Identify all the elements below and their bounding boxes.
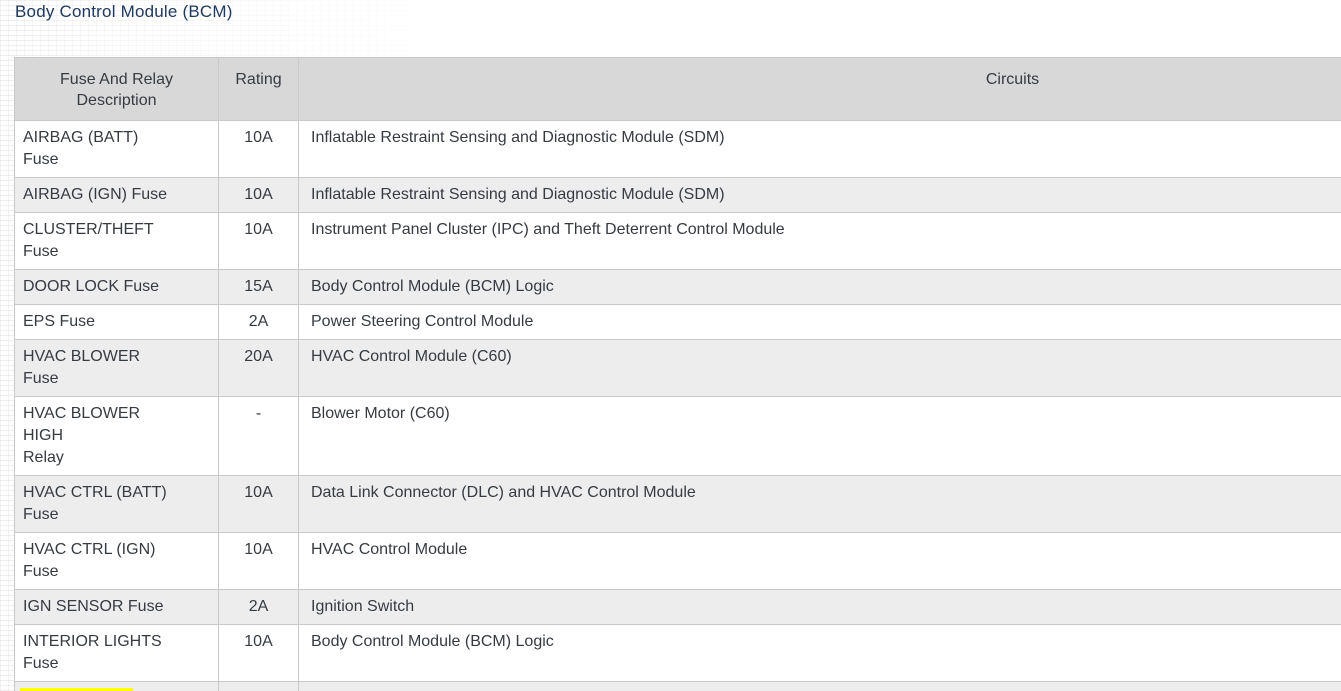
table-row: DOOR LOCK Fuse 15A Body Control Module (BC… [14,269,1341,305]
header-description: Fuse And Relay Description [14,57,219,121]
table-row: HVAC CTRL (IGN) Fuse 10A HVAC Control Modu… [14,532,1341,590]
circuits-cell: Instrument Panel Cluster (IPC) and Theft… [298,212,1341,270]
description-cell: HVAC BLOWER Fuse [14,339,219,397]
description-cell: AIRBAG (BATT) Fuse [14,120,219,178]
circuits-cell: Vehicle Communication Interface Module (… [298,681,1341,691]
rating-cell: 15A [218,269,299,305]
circuits-cell: Blower Motor (C60) [298,396,1341,476]
circuits-cell: Inflatable Restraint Sensing and Diagnos… [298,120,1341,178]
table-row: HVAC BLOWER Fuse 20A HVAC Control Module (… [14,339,1341,397]
fuse-table-container: Fuse And Relay Description Rating Circui… [14,57,1341,691]
circuits-cell: Body Control Module (BCM) Logic [298,269,1341,305]
header-circuits: Circuits [298,57,1341,121]
description-cell: ONSTAR Fuse [14,681,219,691]
table-row: EPS Fuse 2A Power Steering Control Module [14,304,1341,340]
rating-cell: 10A [218,177,299,213]
description-cell: INTERIOR LIGHTS Fuse [14,624,219,682]
page-title: Body Control Module (BCM) [15,2,233,21]
description-cell: EPS Fuse [14,304,219,340]
description-cell: AIRBAG (IGN) Fuse [14,177,219,213]
table-row: HVAC BLOWER HIGH Relay - Blower Motor (C60… [14,396,1341,476]
circuits-cell: HVAC Control Module [298,532,1341,590]
rating-cell: 2A [218,589,299,625]
circuits-cell: Data Link Connector (DLC) and HVAC Contr… [298,475,1341,533]
circuits-cell: Inflatable Restraint Sensing and Diagnos… [298,177,1341,213]
rating-cell: 2A [218,304,299,340]
table-row: CLUSTER/THEFT Fuse 10A Instrument Panel Cl… [14,212,1341,270]
table-row: AIRBAG (IGN) Fuse 10A Inflatable Restraint… [14,177,1341,213]
circuits-cell: HVAC Control Module (C60) [298,339,1341,397]
header-rating: Rating [218,57,299,121]
table-row: HVAC CTRL (BATT) Fuse 10A Data Link Connec… [14,475,1341,533]
table-row: IGN SENSOR Fuse 2A Ignition Switch [14,589,1341,625]
rating-cell: 10A [218,212,299,270]
table-row: ONSTAR Fuse10AVehicle Communication Inte… [14,681,1341,691]
circuits-cell: Body Control Module (BCM) Logic [298,624,1341,682]
circuits-cell: Ignition Switch [298,589,1341,625]
rating-cell: 10A [218,681,299,691]
description-cell: DOOR LOCK Fuse [14,269,219,305]
rating-cell: 10A [218,624,299,682]
description-cell: CLUSTER/THEFT Fuse [14,212,219,270]
header-row: Fuse And Relay Description Rating Circui… [14,57,1341,121]
fuse-relay-table: Fuse And Relay Description Rating Circui… [14,57,1341,691]
description-cell: HVAC CTRL (IGN) Fuse [14,532,219,590]
rating-cell: 10A [218,475,299,533]
description-cell: HVAC BLOWER HIGH Relay [14,396,219,476]
table-row: AIRBAG (BATT) Fuse 10A Inflatable Restrain… [14,120,1341,178]
rating-cell: 10A [218,120,299,178]
table-header: Fuse And Relay Description Rating Circui… [14,57,1341,121]
circuits-cell: Power Steering Control Module [298,304,1341,340]
description-cell: IGN SENSOR Fuse [14,589,219,625]
table-row: INTERIOR LIGHTS Fuse 10A Body Control Modu… [14,624,1341,682]
description-cell: HVAC CTRL (BATT) Fuse [14,475,219,533]
rating-cell: 10A [218,532,299,590]
rating-cell: 20A [218,339,299,397]
rating-cell: - [218,396,299,476]
fuse-table-body: AIRBAG (BATT) Fuse 10A Inflatable Restrain… [14,120,1341,691]
